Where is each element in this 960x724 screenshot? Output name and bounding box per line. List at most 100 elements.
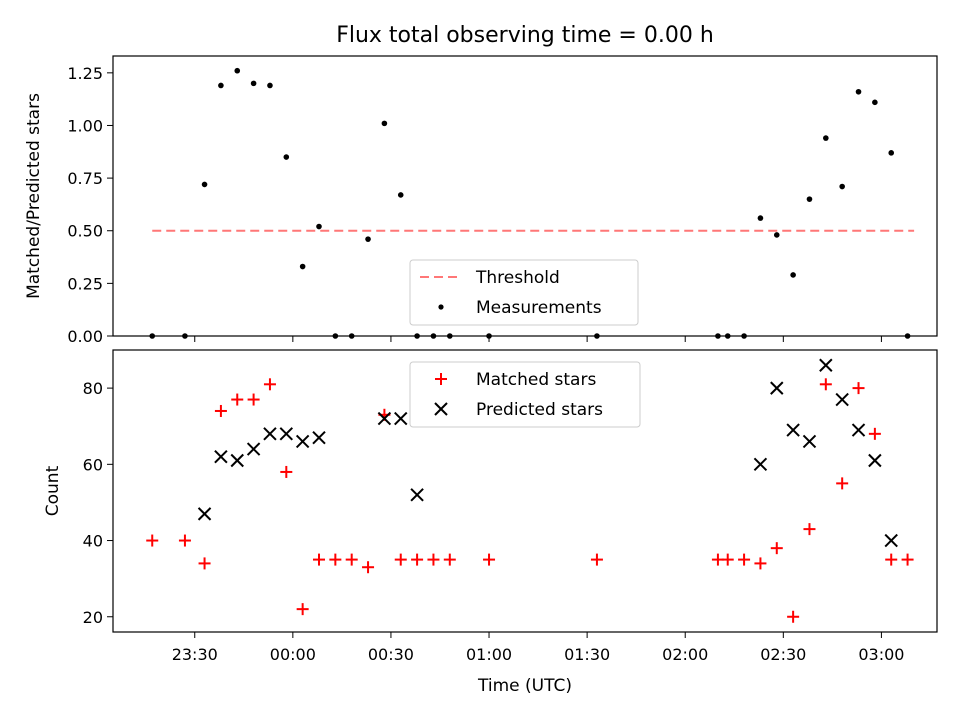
measurement-point (446, 333, 453, 339)
matched-star-point (411, 553, 424, 566)
predicted-star-point (246, 442, 261, 456)
predicted-star-point (770, 381, 784, 395)
predicted-star-point (410, 488, 424, 502)
legend-matched-label: Matched stars (476, 370, 596, 390)
matched-star-point (590, 553, 603, 566)
x-tick-label: 01:30 (564, 645, 610, 664)
predicted-star-point (835, 392, 849, 407)
matched-star-point (868, 427, 881, 440)
x-axis-label: Time (UTC) (477, 676, 572, 696)
measurement-point (397, 192, 404, 198)
measurement-point (904, 333, 911, 339)
x-tick-label: 02:00 (662, 645, 708, 664)
predicted-star-point (263, 427, 277, 441)
measurement-point (757, 215, 764, 221)
matched-star-point (247, 393, 260, 406)
x-tick-label: 02:30 (760, 645, 806, 664)
matched-star-point (427, 553, 440, 566)
measurement-point (414, 333, 420, 339)
measurement-point (741, 333, 747, 339)
matched-star-point (443, 553, 456, 566)
matched-star-point (313, 553, 325, 566)
predicted-star-point (884, 533, 898, 548)
matched-star-point (901, 553, 914, 566)
ratio-y-tick-label: 1.00 (67, 116, 103, 135)
ratio-legend-box (409, 259, 639, 326)
count-y-tick-label: 80 (83, 379, 103, 398)
predicted-star-point (753, 457, 768, 472)
count-panel: 20 40 60 80 23:30 00:00 00:30 01:00 01:30 02:00 02… (43, 349, 938, 696)
measurement-point (486, 333, 492, 339)
predicted-star-point (214, 449, 228, 464)
x-tick-label: 01:00 (466, 645, 512, 664)
legend-matched-swatch (435, 373, 447, 385)
predicted-star-point (312, 430, 326, 445)
legend-predicted-swatch (434, 402, 448, 416)
ratio-y-axis-label: Matched/Predicted stars (24, 93, 44, 299)
matched-star-point (362, 561, 375, 574)
predicted-star-point (377, 411, 392, 426)
ratio-y-tick-label: 0.00 (67, 327, 103, 346)
matched-star-point (296, 603, 309, 616)
count-y-tick-label: 60 (83, 455, 103, 474)
legend-threshold-label: Threshold (475, 268, 560, 288)
matched-star-point (885, 553, 898, 566)
x-tick-label: 03:00 (858, 645, 904, 664)
measurement-point (888, 150, 895, 156)
measurement-point (283, 154, 290, 160)
measurement-point (365, 236, 371, 242)
matched-star-point (231, 393, 244, 406)
count-y-tick-label: 40 (83, 532, 103, 551)
predicted-star-point (802, 434, 817, 449)
measurement-point (381, 120, 388, 127)
measurement-point (250, 80, 257, 87)
measurement-point (594, 333, 600, 339)
measurement-point (430, 333, 437, 339)
measurement-point (299, 263, 306, 270)
ratio-y-tick-label: 1.25 (67, 64, 103, 83)
predicted-star-point (819, 358, 833, 372)
matched-star-point (280, 465, 293, 478)
measurement-point (724, 333, 731, 339)
matched-star-point (770, 542, 783, 555)
measurement-point (149, 333, 156, 339)
matched-star-point (754, 557, 767, 570)
predicted-star-point (279, 427, 294, 441)
chart-title: Flux total observing time = 0.00 h (336, 23, 714, 48)
legend-measurement-swatch (438, 304, 444, 310)
count-y-tick-label: 20 (83, 608, 103, 627)
matched-star-point (198, 557, 211, 570)
predicted-star-point (868, 453, 882, 468)
measurement-point (218, 82, 224, 89)
measurement-point (855, 88, 862, 95)
matched-star-point (329, 553, 342, 566)
matched-star-point (394, 553, 407, 566)
ratio-y-tick-label: 0.25 (67, 274, 103, 293)
ratio-y-tick-label: 0.75 (67, 169, 103, 188)
matched-star-point (836, 477, 849, 490)
predicted-star-point (851, 423, 866, 437)
measurement-point (773, 232, 780, 238)
matched-star-point (803, 523, 816, 536)
predicted-star-point (295, 434, 310, 449)
measurement-point (715, 333, 721, 339)
count-legend-box (409, 361, 641, 428)
count-y-axis-label: Count (43, 465, 63, 516)
x-tick-label: 23:30 (172, 645, 218, 664)
predicted-star-point (197, 507, 212, 521)
measurement-point (872, 99, 878, 106)
x-tick-label: 00:00 (270, 645, 316, 664)
matched-star-point (146, 534, 159, 547)
predicted-star-point (786, 423, 800, 437)
measurement-point (806, 196, 813, 202)
matched-star-point (263, 378, 276, 391)
predicted-star-point (394, 411, 408, 426)
matched-star-point (787, 610, 800, 623)
measurement-point (790, 272, 796, 278)
measurement-point (182, 333, 188, 339)
legend-measurement-label: Measurements (476, 298, 602, 318)
measurement-point (201, 181, 208, 188)
legend-predicted-label: Predicted stars (476, 400, 603, 420)
count-legend: Matched stars Predicted stars (409, 361, 641, 428)
